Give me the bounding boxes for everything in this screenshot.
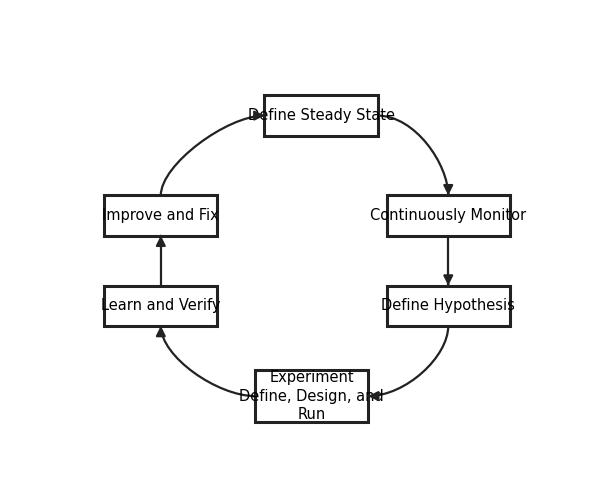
FancyBboxPatch shape — [387, 285, 510, 326]
Text: Define Steady State: Define Steady State — [247, 108, 395, 123]
FancyBboxPatch shape — [387, 195, 510, 236]
Text: Continuously Monitor: Continuously Monitor — [370, 208, 527, 223]
FancyBboxPatch shape — [105, 285, 218, 326]
FancyBboxPatch shape — [105, 195, 218, 236]
FancyBboxPatch shape — [264, 95, 378, 136]
Text: Define Hypothesis: Define Hypothesis — [381, 298, 515, 313]
Text: Learn and Verify: Learn and Verify — [101, 298, 221, 313]
Text: Improve and Fix: Improve and Fix — [102, 208, 219, 223]
FancyBboxPatch shape — [255, 370, 368, 422]
Text: Experiment
Define, Design, and
Run: Experiment Define, Design, and Run — [239, 370, 384, 422]
